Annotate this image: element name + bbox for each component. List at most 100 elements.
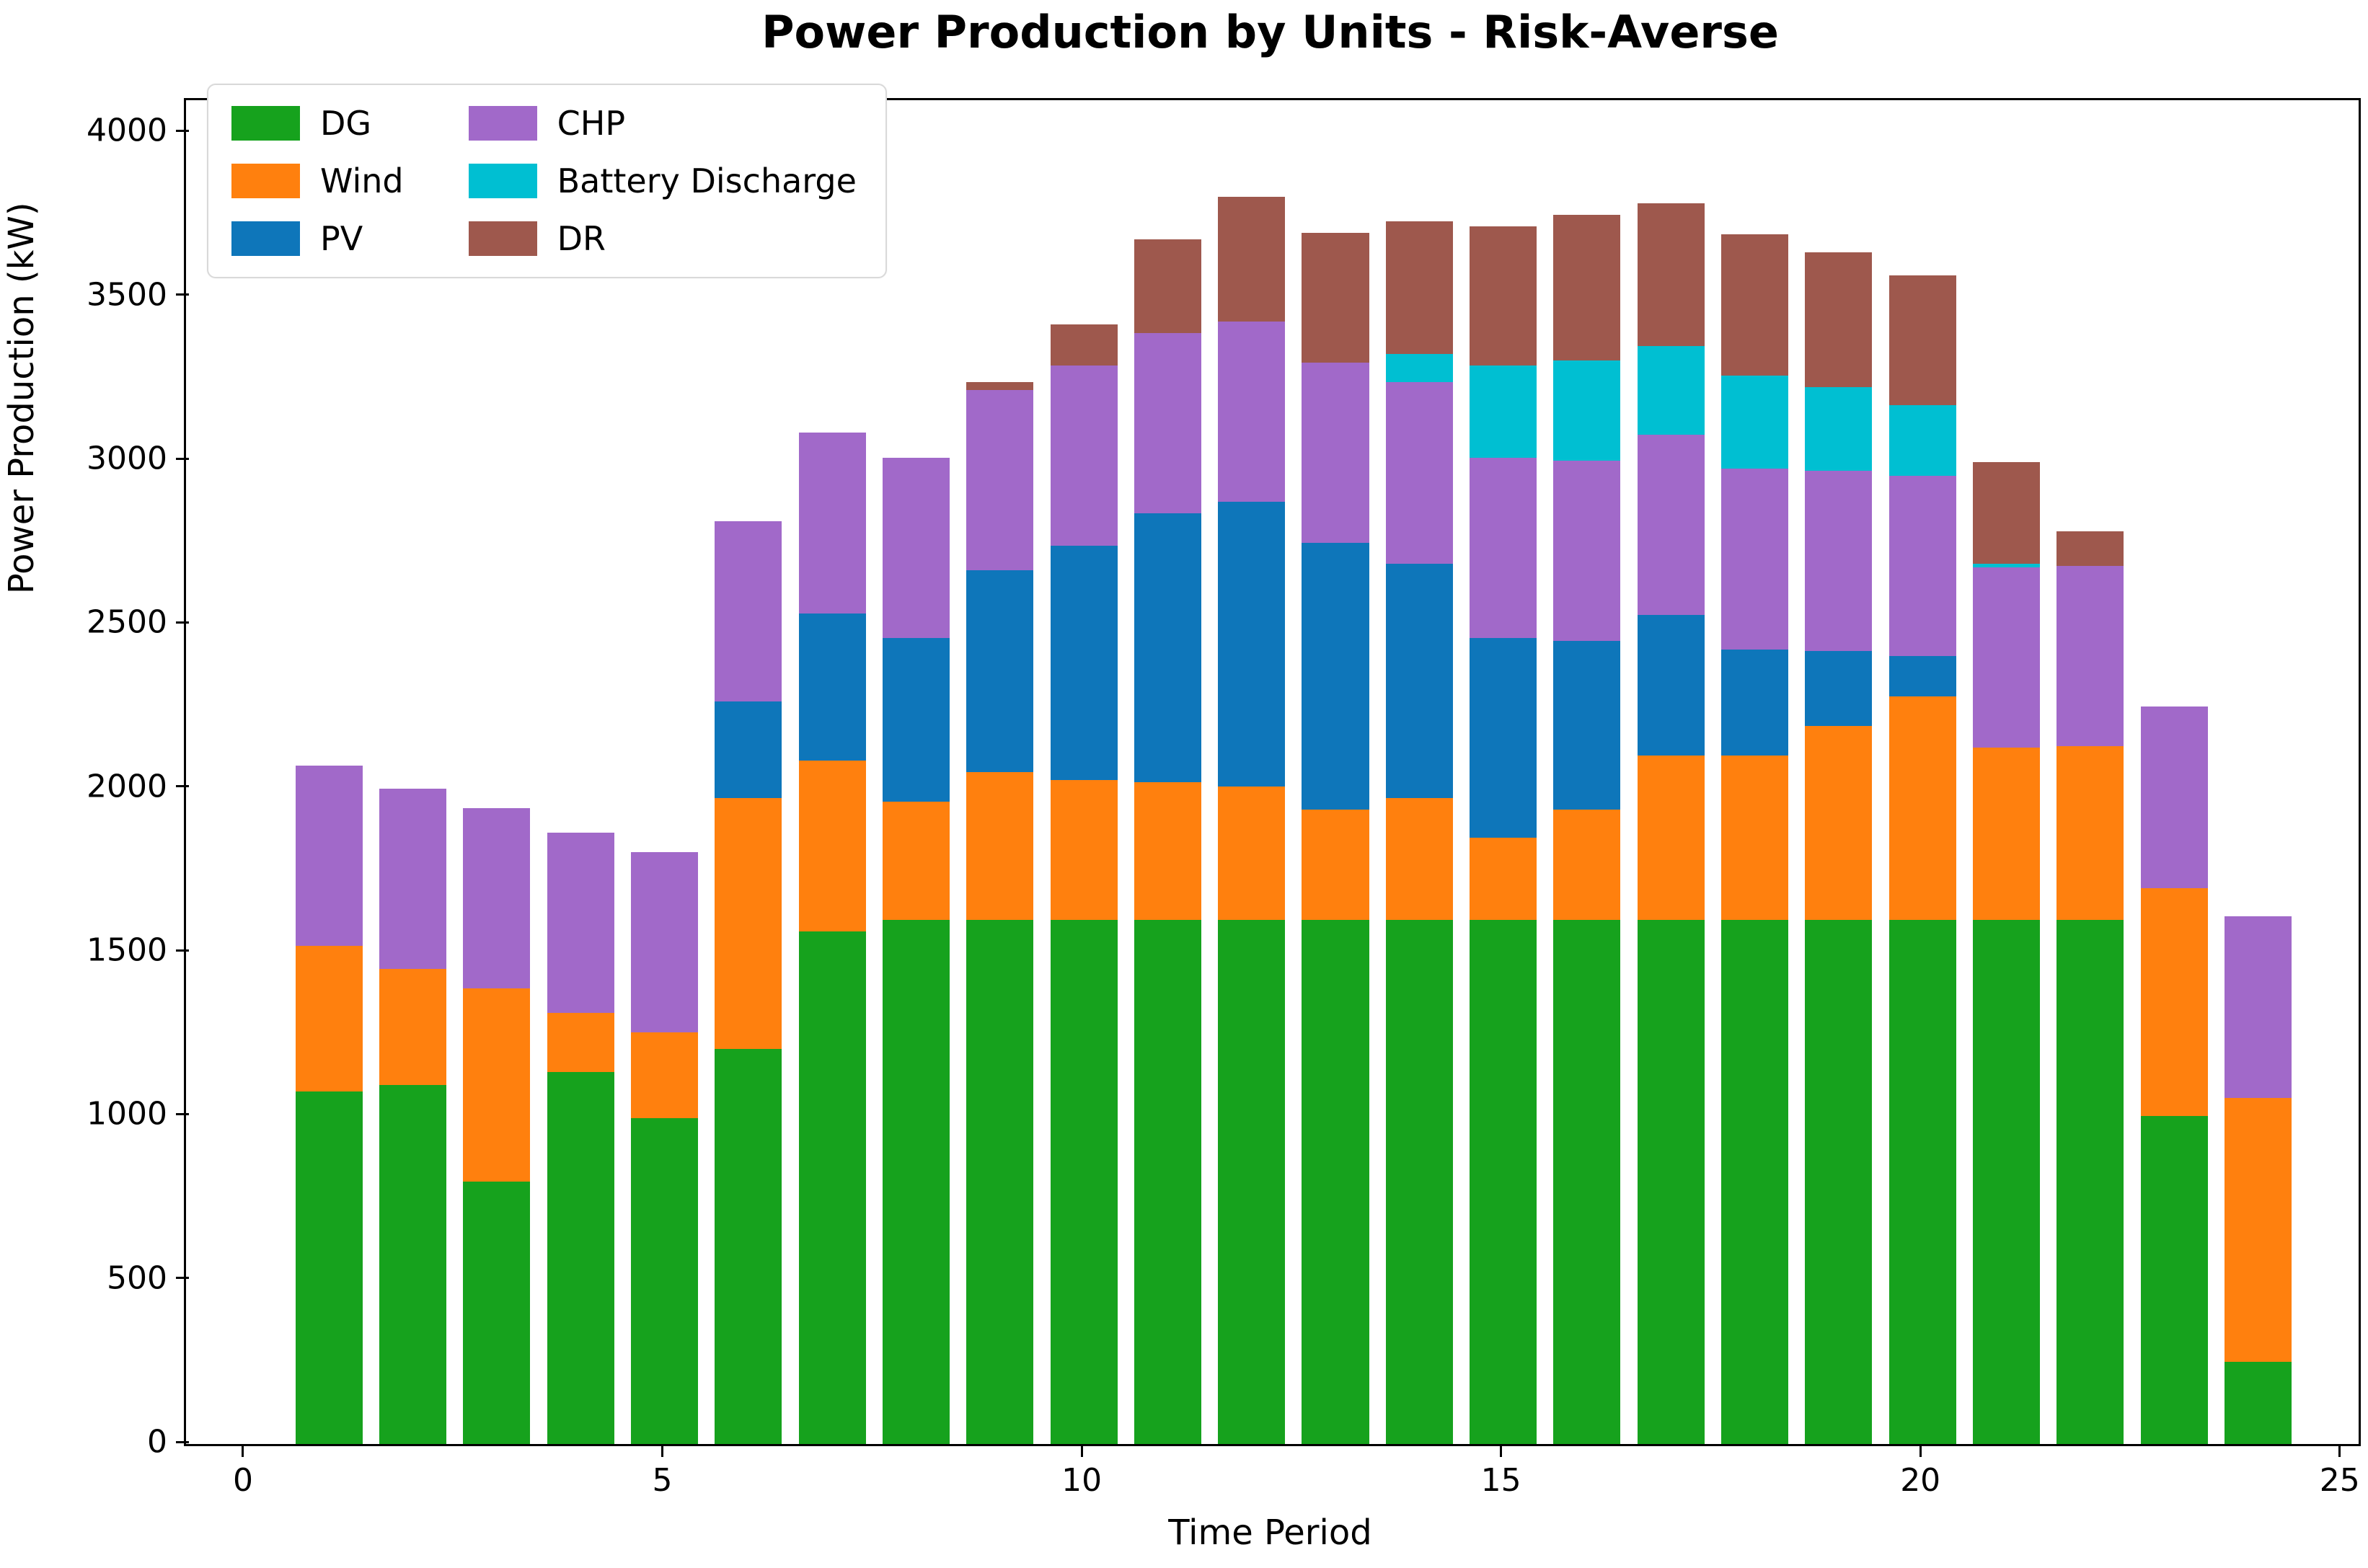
bar-period-1 <box>295 100 363 1444</box>
bar-segment-dg <box>631 1117 699 1444</box>
bar-period-19 <box>1805 100 1873 1444</box>
y-tick <box>176 1440 189 1443</box>
bar-period-18 <box>1721 100 1789 1444</box>
y-tick-label: 3000 <box>87 440 167 477</box>
bar-period-14 <box>1385 100 1453 1444</box>
bar-segment-wind <box>882 801 950 920</box>
x-tick <box>1919 1444 1922 1457</box>
bar-segment-dr <box>1721 234 1789 376</box>
bar-segment-wind <box>1637 756 1705 920</box>
x-tick <box>1500 1444 1503 1457</box>
legend-label: Wind <box>320 161 404 200</box>
legend-item-battery-discharge: Battery Discharge <box>468 161 857 200</box>
y-tick <box>176 785 189 788</box>
bar-period-22 <box>2056 100 2124 1444</box>
bar-segment-chp <box>1470 457 1537 638</box>
y-tick-label: 4000 <box>87 112 167 149</box>
bar-segment-dg <box>379 1085 447 1444</box>
bar-segment-wind <box>1134 781 1201 920</box>
bar-segment-chp <box>882 457 950 638</box>
bar-segment-wind <box>2056 745 2124 920</box>
legend-label: PV <box>320 219 363 258</box>
bar-period-20 <box>1888 100 1956 1444</box>
bar-segment-pv <box>1218 501 1286 787</box>
legend-swatch-icon <box>468 164 537 198</box>
bar-segment-wind <box>1805 726 1873 920</box>
bar-segment-chp <box>1721 469 1789 650</box>
bar-segment-dg <box>463 1182 531 1444</box>
bar-segment-pv <box>798 613 866 761</box>
x-tick-label: 10 <box>1061 1462 1103 1499</box>
plot-area <box>184 98 2361 1446</box>
bar-segment-battery-discharge <box>1972 564 2041 567</box>
bar-segment-dg <box>1805 919 1873 1444</box>
y-tick <box>176 293 189 296</box>
y-tick-label: 3500 <box>87 276 167 314</box>
legend-item-dg: DG <box>231 104 404 143</box>
bar-segment-wind <box>715 798 782 1050</box>
bar-segment-chp <box>1805 470 1873 651</box>
bar-segment-dr <box>966 382 1034 391</box>
bar-segment-dr <box>1637 203 1705 346</box>
bar-period-21 <box>1972 100 2041 1444</box>
bar-segment-dg <box>1385 919 1453 1444</box>
bar-segment-chp <box>1888 475 1956 656</box>
legend-item-chp: CHP <box>468 104 857 143</box>
legend: DG Wind PV CHP Battery Discharge DR <box>207 84 887 278</box>
x-tick <box>1080 1444 1083 1457</box>
bar-segment-wind <box>379 968 447 1086</box>
bar-segment-wind <box>798 761 866 931</box>
bar-segment-pv <box>1805 650 1873 727</box>
bar-segment-dg <box>295 1091 363 1444</box>
bar-segment-pv <box>966 570 1034 772</box>
bar-segment-wind <box>1050 780 1118 920</box>
bar-segment-chp <box>1302 362 1369 543</box>
x-tick-label: 20 <box>1900 1462 1941 1499</box>
bar-segment-pv <box>1470 637 1537 838</box>
bar-segment-wind <box>2140 888 2208 1117</box>
bar-segment-chp <box>547 833 614 1014</box>
bar-segment-chp <box>798 433 866 614</box>
bar-segment-chp <box>2140 707 2208 889</box>
legend-label: DG <box>320 104 372 143</box>
bar-period-3 <box>463 100 531 1444</box>
bar-segment-dg <box>1553 919 1621 1444</box>
bar-period-24 <box>2224 100 2292 1444</box>
bar-segment-chp <box>379 788 447 969</box>
legend-label: CHP <box>557 104 626 143</box>
bar-segment-dg <box>1218 919 1286 1444</box>
bar-segment-wind <box>1470 837 1537 920</box>
bar-segment-wind <box>966 772 1034 920</box>
bar-segment-dg <box>966 919 1034 1444</box>
legend-label: DR <box>557 219 606 258</box>
y-tick-label: 2500 <box>87 603 167 641</box>
bar-period-11 <box>1134 100 1201 1444</box>
bar-segment-dr <box>1050 324 1118 366</box>
bar-segment-dr <box>1888 275 1956 405</box>
bar-segment-battery-discharge <box>1888 404 1956 476</box>
legend-label: Battery Discharge <box>557 161 857 200</box>
bar-segment-wind <box>295 945 363 1092</box>
x-tick-label: 15 <box>1480 1462 1521 1499</box>
bar-segment-wind <box>463 988 531 1182</box>
bar-segment-dr <box>1302 233 1369 363</box>
bar-segment-pv <box>1302 542 1369 810</box>
x-tick <box>2338 1444 2341 1457</box>
bar-segment-pv <box>1050 546 1118 781</box>
bar-segment-dr <box>1805 252 1873 387</box>
bar-period-8 <box>882 100 950 1444</box>
bar-period-17 <box>1637 100 1705 1444</box>
bar-segment-pv <box>1385 564 1453 799</box>
y-tick-label: 0 <box>147 1423 167 1461</box>
bar-segment-dr <box>1385 221 1453 355</box>
chart-title: Power Production by Units - Risk-Averse <box>761 6 1779 58</box>
bar-segment-dg <box>1972 919 2041 1444</box>
bar-segment-dg <box>798 931 866 1444</box>
bar-segment-battery-discharge <box>1721 375 1789 469</box>
bar-segment-pv <box>1553 641 1621 810</box>
bar-segment-dg <box>1050 919 1118 1444</box>
x-tick <box>661 1444 664 1457</box>
bar-segment-pv <box>1888 655 1956 697</box>
x-tick-label: 0 <box>232 1462 253 1499</box>
y-tick-label: 500 <box>107 1259 167 1297</box>
